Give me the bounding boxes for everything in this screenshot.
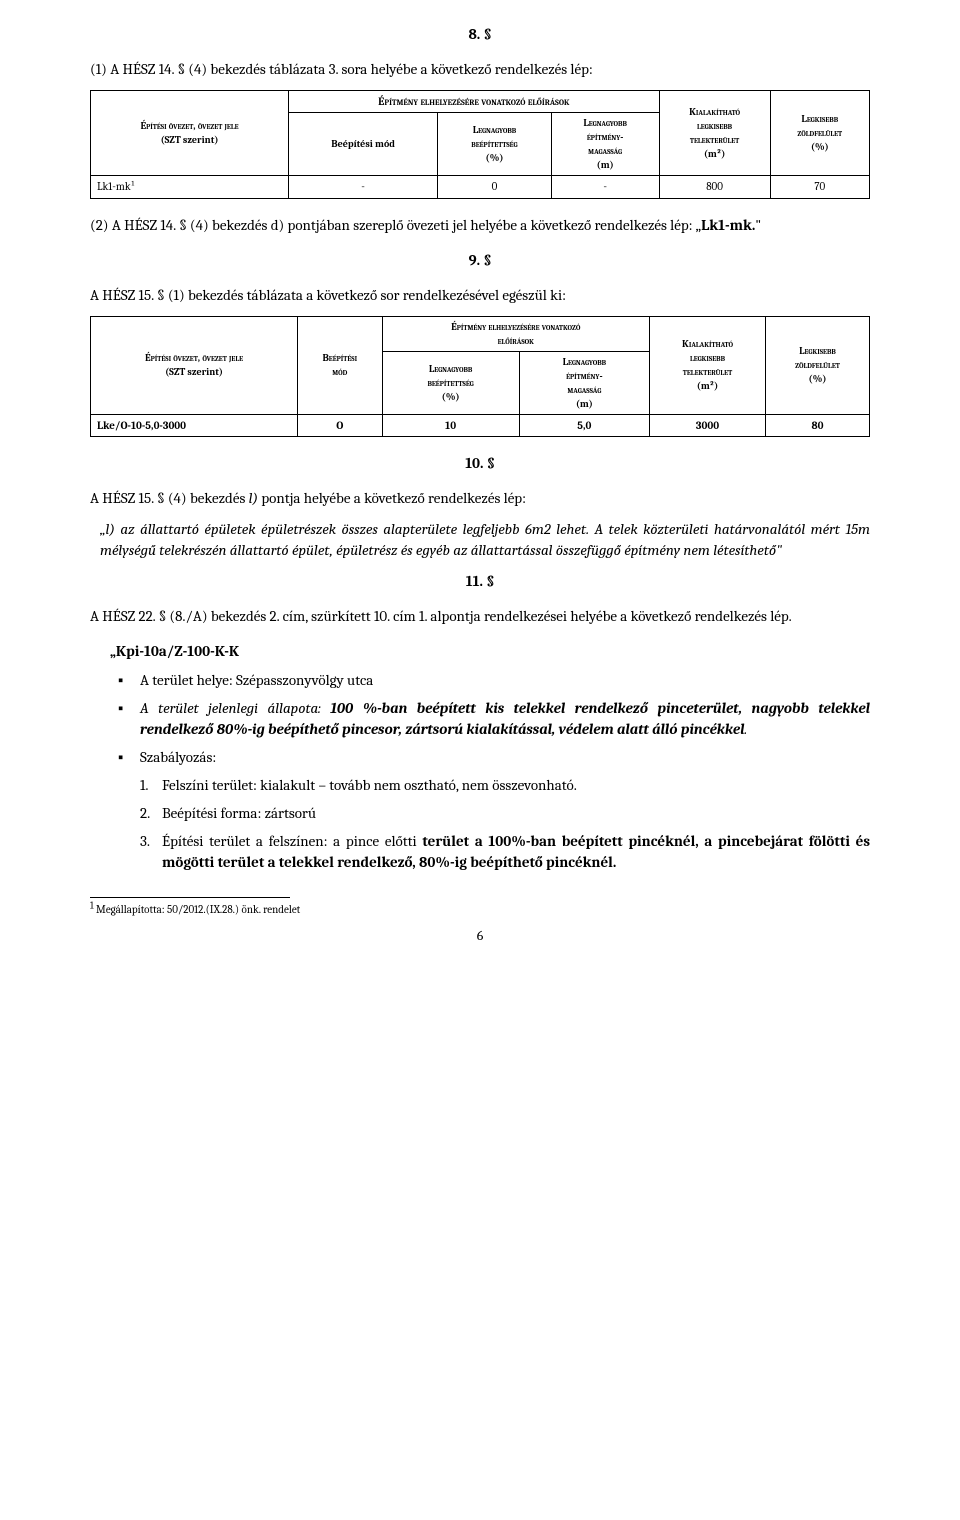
s8-th-mode: Beépítési mód: [289, 113, 438, 176]
s9-paragraph-1: A HÉSZ 15. § (1) bekezdés táblázata a kö…: [90, 285, 870, 306]
s8-paragraph-1: (1) A HÉSZ 14. § (4) bekezdés táblázata …: [90, 59, 870, 80]
s11-head: „Kpi-10a/Z-100-K-K: [110, 641, 870, 662]
s9-th-c4: Legkisebb zöldfelület (%): [766, 316, 870, 414]
s11-num-2: 2. Beépítési forma: zártsorú: [140, 803, 870, 824]
s11-bullet-3: ▪ Szabályozás:: [118, 747, 870, 768]
s8-th-c4: Legkisebb zöldfelület (%): [770, 91, 869, 176]
s8-th-c1: Legnagyobb beépítettség (%): [438, 113, 552, 176]
section-9-number: 9. §: [90, 250, 870, 271]
s8-row: Lk1-mk¹ - 0 - 800 70: [91, 176, 870, 198]
s8-th-group: Építmény elhelyezésére vonatkozó előírás…: [289, 91, 660, 113]
s10-paragraph-1: A HÉSZ 15. § (4) bekezdés l) pontja hely…: [90, 488, 870, 509]
s10-quote: „l) az állattartó épületek épületrészek …: [90, 519, 870, 561]
s11-bullet-2: ▪ A terület jelenlegi állapota: 100 %-ba…: [118, 698, 870, 740]
s9-row: Lke/O-10-5,0-3000 O 10 5,0 3000 80: [91, 414, 870, 436]
footnote-1: 1 Megállapította: 50/2012.(IX.28.) önk. …: [90, 902, 870, 917]
s9-th-mode: Beépítési mód: [298, 316, 382, 414]
section-10-number: 10. §: [90, 453, 870, 474]
s11-paragraph-1: A HÉSZ 22. § (8./A) bekezdés 2. cím, szü…: [90, 606, 870, 627]
s8-table: Építési övezet, övezet jele (SZT szerint…: [90, 90, 870, 199]
s9-th-c1: Legnagyobb beépítettség (%): [382, 351, 519, 414]
s8-th-zone: Építési övezet, övezet jele (SZT szerint…: [91, 91, 289, 176]
s11-num-3: 3. Építési terület a felszínen: a pince …: [140, 831, 870, 873]
s11-bullet-1: ▪ A terület helye: Szépasszonyvölgy utca: [118, 670, 870, 691]
s8-th-c2: Legnagyobb építmény- magasság (m): [551, 113, 659, 176]
s11-num-1: 1. Felszíni terület: kialakult – tovább …: [140, 775, 870, 796]
s9-th-group: Építmény elhelyezésére vonatkozó előírás…: [382, 316, 649, 351]
s9-th-zone: Építési övezet, övezet jele (SZT szerint…: [91, 316, 298, 414]
s9-table: Építési övezet, övezet jele (SZT szerint…: [90, 316, 870, 437]
footnote-divider: [90, 897, 290, 898]
page-number: 6: [90, 926, 870, 946]
s8-paragraph-2: (2) A HÉSZ 14. § (4) bekezdés d) pontjáb…: [90, 215, 870, 236]
s8-th-c3: Kialakítható legkisebb telekterület (m²): [659, 91, 770, 176]
section-11-number: 11. §: [90, 571, 870, 592]
section-8-number: 8. §: [90, 24, 870, 45]
s9-th-c2: Legnagyobb építmény- magasság (m): [519, 351, 649, 414]
s9-th-c3: Kialakítható legkisebb telekterület (m²): [650, 316, 766, 414]
